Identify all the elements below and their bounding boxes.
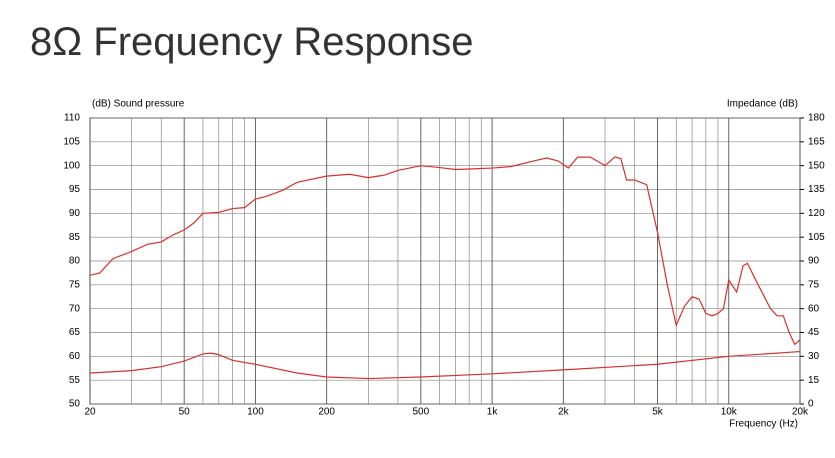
y2-tick-label: 135 [808, 184, 825, 195]
y2-tick-label: 30 [808, 351, 820, 362]
x-tick-label: 50 [179, 407, 191, 418]
x-tick-label: 1k [487, 407, 499, 418]
x-tick-label: 20k [792, 407, 809, 418]
y-tick-label: 85 [69, 232, 81, 243]
x-tick-label: 10k [721, 407, 738, 418]
x-axis-label: Frequency (Hz) [729, 419, 798, 430]
y-tick-label: 110 [64, 113, 80, 124]
y2-tick-label: 105 [808, 232, 825, 243]
y-tick-label: 55 [69, 375, 81, 386]
y2-tick-label: 165 [808, 136, 825, 147]
series-line [89, 156, 801, 346]
y-tick-label: 75 [69, 279, 81, 290]
x-tick-label: 2k [558, 407, 570, 418]
y-tick-label: 80 [69, 256, 81, 267]
y-tick-label: 105 [63, 136, 80, 147]
series-line [89, 350, 801, 380]
x-tick-label: 5k [652, 407, 664, 418]
x-tick-label: 200 [318, 407, 335, 418]
y2-axis-label: Impedance (dB) [727, 99, 798, 110]
y-axis-label: (dB) Sound pressure [92, 99, 185, 110]
y2-tick-label: 90 [808, 256, 820, 267]
y-tick-label: 100 [63, 160, 80, 171]
y-tick-label: 60 [69, 351, 81, 362]
y2-tick-label: 45 [808, 327, 820, 338]
y2-tick-label: 150 [808, 160, 825, 171]
y2-tick-label: 0 [808, 399, 814, 410]
y-tick-label: 90 [69, 208, 81, 219]
y-tick-label: 95 [69, 184, 81, 195]
y2-tick-label: 120 [808, 208, 825, 219]
y2-tick-label: 60 [808, 303, 820, 314]
y-tick-label: 50 [69, 399, 81, 410]
x-tick-label: 20 [84, 407, 96, 418]
y2-tick-label: 15 [808, 375, 820, 386]
chart-title: 8Ω Frequency Response [30, 20, 473, 64]
y2-tick-label: 75 [808, 279, 820, 290]
y-tick-label: 70 [69, 303, 81, 314]
x-tick-label: 100 [247, 407, 264, 418]
y2-tick-label: 180 [808, 113, 825, 124]
y-tick-label: 65 [69, 327, 81, 338]
x-tick-label: 500 [413, 407, 430, 418]
